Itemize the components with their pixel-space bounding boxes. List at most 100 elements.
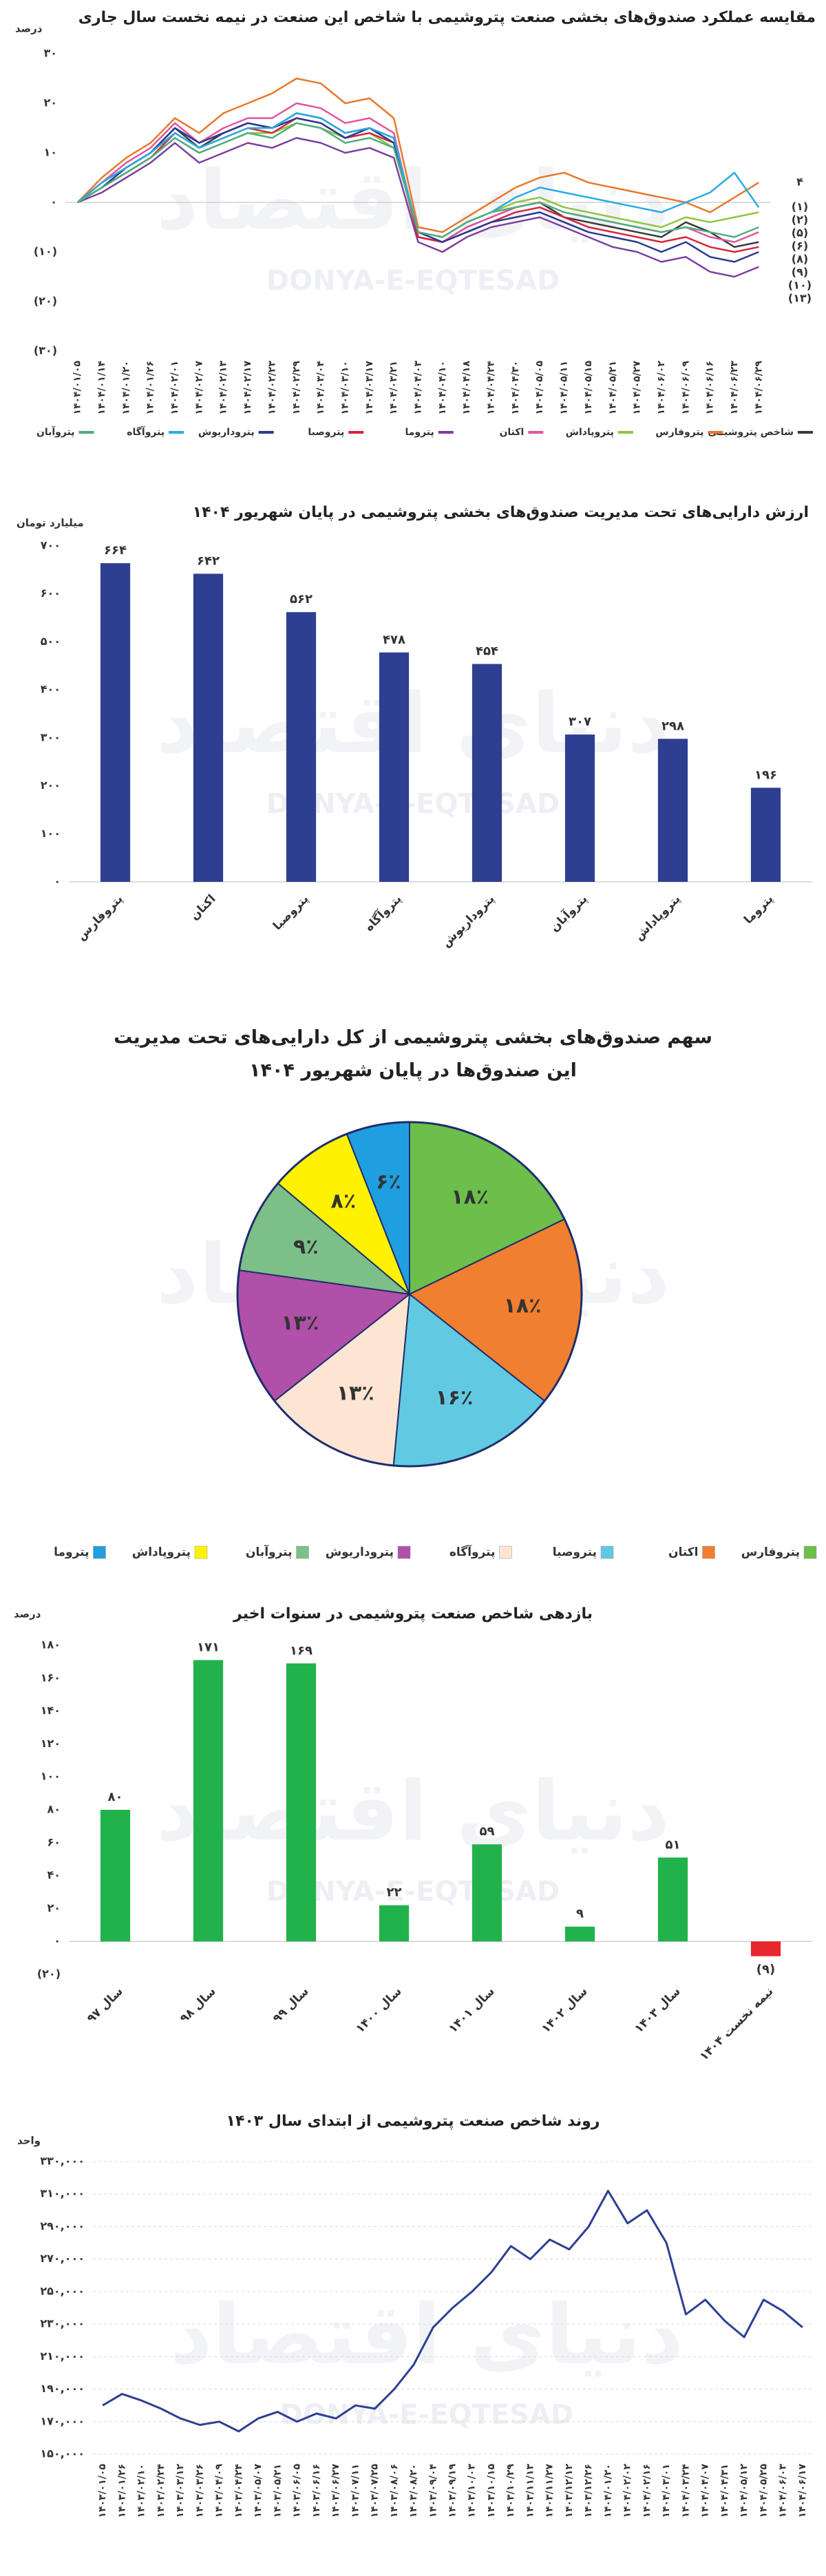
legend-label: شاخص پتروشیمی [708,427,794,438]
y-tick-label: ۳۰۰ [41,730,61,743]
bar [379,1905,410,1942]
series-line [77,137,759,278]
chart-title: مقایسه عملکرد صندوق‌های بخشی صنعت پتروشی… [78,9,816,26]
legend-label: اکتان [668,1545,699,1559]
y-tick-label: ۱۲۰ [41,1737,61,1750]
x-tick-label: ۱۴۰۴/۰۳/۲۴ [680,2464,691,2518]
y-tick-label: ۶۰ [47,1835,61,1848]
legend-label: پتروداریوش [326,1545,394,1559]
x-tick-label: ۱۴۰۴/۰۳/۱۷ [364,361,375,415]
x-tick-label: ۱۴۰۴/۰۴/۰۷ [700,2464,711,2518]
y-axis-label: واحد [17,2135,41,2147]
x-tick-label: ۱۴۰۳/۱۰/۱۵ [486,2464,497,2518]
x-tick-label: ۱۴۰۴/۰۴/۲۴ [486,361,497,415]
x-tick-label: ۱۴۰۴/۰۴/۱۰ [437,361,448,415]
y-tick-label: (۲۰) [34,295,57,308]
value-label: ۲۲ [387,1886,402,1900]
x-tick-label: ۱۴۰۳/۱۱/۲۷ [544,2464,555,2518]
x-tick-label: ۱۴۰۴/۰۲/۱۷ [242,361,253,415]
x-tick-label: ۱۴۰۳/۰۲/۲۴ [156,2464,167,2518]
value-label: ۲۹۸ [661,719,684,733]
legend-swatch [702,1545,715,1559]
value-label: ۱۶۹ [290,1643,313,1658]
x-tick-label: ۱۴۰۳/۰۵/۲۱ [272,2464,283,2518]
legend-swatch [397,1545,411,1559]
y-tick-label: ۴۰۰ [41,683,61,696]
x-tick-label: ۱۴۰۳/۰۶/۲۷ [330,2464,341,2518]
x-tick-label: ۱۴۰۴/۰۳/۰۱ [661,2464,672,2518]
bar [750,1941,781,1956]
value-label: ۵۶۲ [290,592,313,606]
legend-label: پتروصبا [553,1545,597,1559]
bar [564,1926,595,1942]
x-tick-label: ۱۴۰۴/۰۶/۲۹ [753,361,764,415]
series-line [102,2190,803,2433]
y-tick-label: ۳۰ [43,47,57,60]
value-label: ۶۶۴ [104,543,127,558]
value-label: ۱۷۱ [197,1640,220,1655]
x-tick-label: ۱۴۰۴/۰۵/۱۲ [739,2464,750,2518]
y-tick-label: ۱۶۰ [41,1671,61,1684]
bar [472,1844,502,1942]
y-axis-label: درصد [14,1608,41,1620]
value-label: ۶۴۲ [197,553,220,568]
x-tick-label: ۱۴۰۳/۰۷/۱۱ [350,2464,361,2518]
y-tick-label: ۱۰ [43,146,57,159]
legend-label: پتروآگاه [127,425,165,438]
chart-title: این صندوق‌ها در پایان شهریور ۱۴۰۴ [249,1060,577,1081]
x-tick-label: ۱۴۰۴/۰۶/۰۳ [778,2464,789,2518]
value-label: ۹ [576,1907,584,1921]
legend-label: پتروفارس [655,427,703,438]
x-tick-label: ۱۴۰۴/۰۱/۲۰ [602,2464,613,2518]
pie-outline [236,1121,583,1468]
y-tick-label: ۳۳۰,۰۰۰ [40,2155,85,2168]
slice-label: ۶٪ [376,1170,401,1194]
legend-label: پتروآبان [36,425,75,438]
y-tick-label: ۱۸۰ [41,1638,61,1651]
chart-title: روند شاخص صنعت پتروشیمی از ابتدای سال ۱۴… [226,2113,600,2130]
value-label: ۸۰ [108,1790,123,1804]
bar [100,563,131,882]
legend-swatch [803,1545,817,1559]
value-label: ۳۰۷ [569,715,591,729]
value-label: (۹) [756,1963,775,1977]
x-tick-label: ۱۴۰۴/۰۶/۲۳ [729,361,740,415]
y-tick-label: ۰ [54,1934,61,1947]
x-tick-label: ۱۴۰۳/۰۴/۲۴ [233,2464,244,2518]
x-tick-label: ۱۴۰۴/۰۵/۱۵ [583,361,594,415]
x-tick-label: ۱۴۰۴/۰۵/۲۵ [758,2464,769,2518]
y-axis-label: درصد [15,23,43,35]
x-tick-label: ۱۴۰۴/۰۲/۰۱ [169,361,180,415]
watermark: DONYA-E-EQTESAD [266,265,560,297]
legend-label: پتروداریوش [198,427,255,438]
y-tick-label: ۱۰۰ [41,827,61,840]
legend-label: پتروپاداش [132,1545,191,1559]
end-label: (۵) [792,226,808,240]
x-tick-label: ۱۴۰۴/۰۲/۰۷ [193,361,204,415]
y-tick-label: ۲۱۰,۰۰۰ [40,2350,85,2363]
y-tick-label: (۳۰) [34,344,57,357]
end-label: (۶) [792,240,808,253]
y-tick-label: ۲۰۰ [41,779,61,792]
x-tick-label: ۱۴۰۳/۱۲/۱۲ [564,2464,575,2518]
end-label: (۱) [792,200,808,213]
legend-swatch [499,1545,512,1559]
bar [657,739,688,882]
y-tick-label: ۱۵۰,۰۰۰ [40,2447,85,2460]
bar [193,573,224,882]
legend-label: پتروما [405,427,434,438]
x-tick-label: ۱۴۰۴/۰۶/۰۲ [656,361,667,415]
x-tick-label: ۱۴۰۳/۰۹/۰۴ [427,2464,438,2518]
bar [193,1660,224,1942]
legend-swatch [194,1545,208,1559]
x-tick-label: ۱۴۰۳/۰۲/۱۰ [136,2464,147,2518]
x-tick-label: ۱۴۰۴/۰۵/۲۱ [607,361,618,415]
x-tick-label: ۱۴۰۳/۰۶/۰۵ [292,2464,303,2518]
legend-swatch [600,1545,614,1559]
x-tick-label: ۱۴۰۳/۰۸/۰۶ [389,2464,400,2518]
y-tick-label: ۲۷۰,۰۰۰ [40,2252,85,2265]
slice-label: ۱۶٪ [435,1386,473,1410]
bar [750,788,781,882]
end-label: (۱۰) [788,279,812,292]
legend-label: پتروآگاه [449,1544,496,1559]
